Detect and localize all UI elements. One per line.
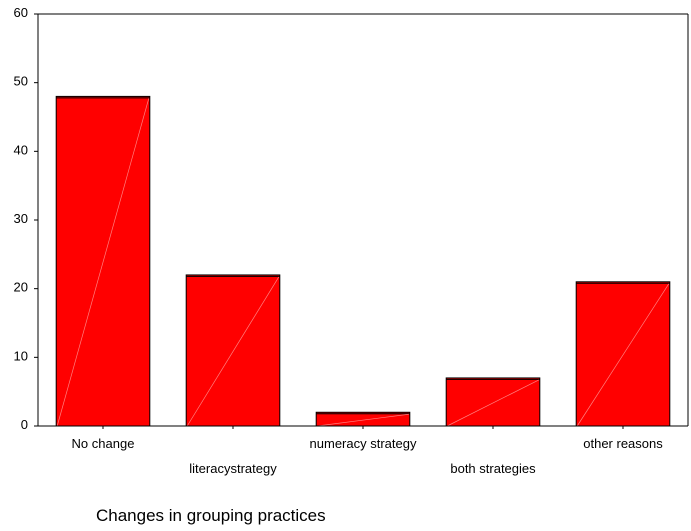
x-category-label: No change bbox=[72, 436, 135, 451]
bar-highlight bbox=[317, 413, 409, 427]
bar-highlight bbox=[447, 379, 539, 427]
x-category-label: numeracy strategy bbox=[310, 436, 417, 451]
y-tick-label: 40 bbox=[14, 142, 28, 157]
y-tick-label: 50 bbox=[14, 74, 28, 89]
y-tick-label: 30 bbox=[14, 211, 28, 226]
x-category-label: other reasons bbox=[583, 436, 663, 451]
y-tick-label: 20 bbox=[14, 280, 28, 295]
bar-highlight bbox=[576, 283, 670, 427]
y-tick-label: 10 bbox=[14, 348, 28, 363]
x-category-label: both strategies bbox=[450, 461, 536, 476]
y-tick-label: 0 bbox=[21, 417, 28, 432]
bar bbox=[315, 411, 411, 427]
plot-frame bbox=[38, 13, 689, 426]
y-axis: 0 10 20 30 40 50 60 bbox=[14, 5, 39, 432]
bar-highlight bbox=[56, 98, 150, 427]
x-axis: No change literacystrategy numeracy strate… bbox=[38, 425, 688, 476]
bars bbox=[55, 95, 671, 427]
bar bbox=[445, 377, 541, 427]
x-axis-title: Changes in grouping practices bbox=[96, 506, 326, 525]
bar-highlight bbox=[186, 276, 280, 427]
y-tick-label: 60 bbox=[14, 5, 28, 20]
x-category-label: literacystrategy bbox=[189, 461, 277, 476]
